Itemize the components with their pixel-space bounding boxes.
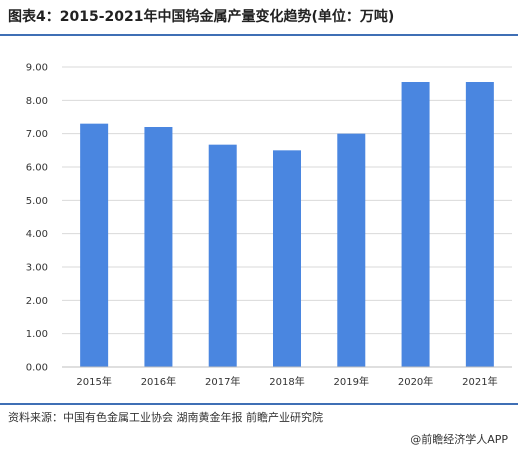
x-tick-label: 2016年 — [141, 375, 176, 388]
bars — [80, 82, 494, 368]
bar-2019年 — [337, 133, 366, 367]
y-axis-ticks: 0.00 1.00 2.00 3.00 4.00 5.00 6.00 7.00 8.00 9.00 — [26, 63, 48, 374]
y-tick-label: 0.00 — [26, 363, 48, 374]
y-tick-label: 6.00 — [26, 163, 48, 174]
bar-chart: 0.00 1.00 2.00 3.00 4.00 5.00 6.00 7.00 8.00 9.00… — [26, 63, 512, 388]
x-tick-label: 2020年 — [398, 375, 433, 388]
y-tick-label: 2.00 — [26, 296, 48, 307]
source-note: 资料来源：中国有色金属工业协会 湖南黄金年报 前瞻产业研究院 — [8, 411, 323, 424]
bar-2020年 — [401, 82, 430, 367]
bar-2015年 — [80, 123, 109, 368]
x-tick-label: 2017年 — [205, 375, 240, 388]
x-tick-label: 2021年 — [462, 375, 497, 388]
y-tick-label: 3.00 — [26, 263, 48, 274]
brand-credit: @前瞻经济学人APP — [410, 433, 508, 446]
y-tick-label: 7.00 — [26, 129, 48, 140]
bar-2018年 — [273, 150, 301, 367]
y-tick-label: 4.00 — [26, 229, 48, 240]
x-tick-label: 2018年 — [269, 375, 304, 388]
x-tick-label: 2019年 — [334, 375, 369, 388]
bar-2016年 — [144, 127, 173, 367]
y-tick-label: 8.00 — [26, 96, 48, 107]
y-tick-label: 1.00 — [26, 329, 48, 340]
footer-divider — [0, 403, 518, 405]
y-tick-label: 9.00 — [26, 63, 48, 74]
x-axis-ticks: 2015年 2016年 2017年 2018年 2019年 2020年 2021年 — [76, 375, 497, 388]
title-divider — [0, 34, 518, 36]
bar-2017年 — [208, 144, 237, 367]
bar-2021年 — [465, 82, 494, 367]
y-tick-label: 5.00 — [26, 196, 48, 207]
chart-title: 图表4：2015-2021年中国钨金属产量变化趋势(单位：万吨) — [8, 9, 395, 25]
x-tick-label: 2015年 — [76, 375, 111, 388]
